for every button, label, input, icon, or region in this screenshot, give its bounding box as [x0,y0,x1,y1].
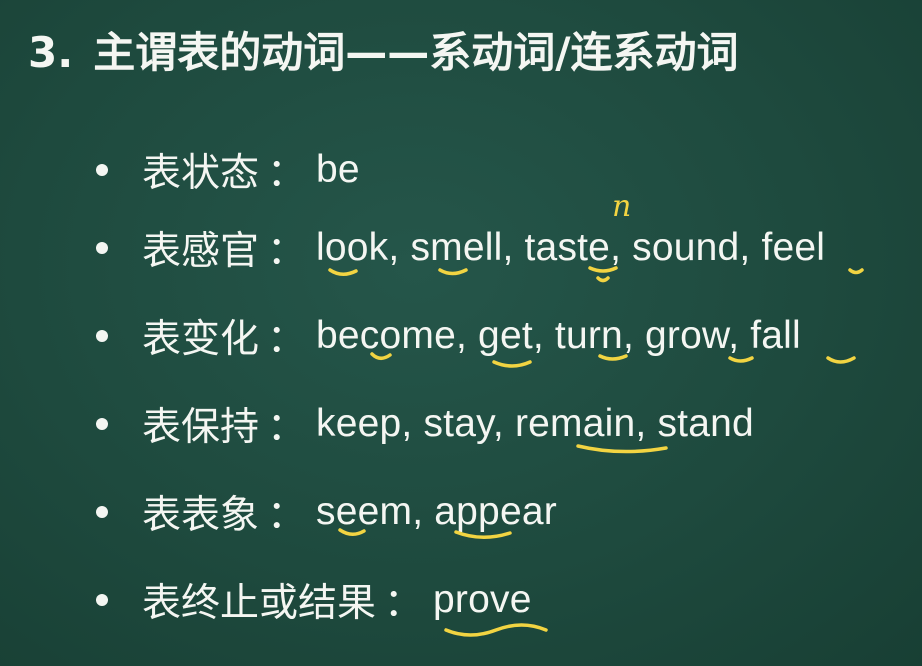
category-colon: ： [267,317,307,362]
bullet-dot [96,242,108,254]
bullet-dot [96,164,108,176]
category-colon: ： [267,151,307,196]
list-item-change: 表变化： become, get, turn, grow, fall [96,308,801,364]
list-item-result: 表终止或结果： prove [96,572,532,628]
verb-list: keep, stay, remain, stand [316,402,754,445]
verb-list: seem, appear [316,490,557,533]
list-item-appearance: 表表象： seem, appear [96,484,557,540]
category-label: 表保持 [142,405,260,450]
list-item-state: 表状态： be [96,142,360,198]
section-number: 3. [28,28,74,77]
list-item-senses: 表感官： look, smell, taste, sound, feel [96,220,825,276]
category-label: 表状态 [142,151,260,196]
bullet-dot [96,594,108,606]
category-label: 表感官 [142,229,260,274]
category-label: 表终止或结果 [142,581,377,626]
category-colon: ： [267,229,307,274]
category-colon: ： [267,405,307,450]
verb-list: look, smell, taste, sound, feel [316,226,826,269]
category-label: 表表象 [142,493,260,538]
list-item-keep: 表保持： keep, stay, remain, stand [96,396,754,452]
bullet-dot [96,330,108,342]
verb-list: become, get, turn, grow, fall [316,314,801,357]
category-colon: ： [267,493,307,538]
title-text: 主谓表的动词——系动词/连系动词 [93,28,739,77]
bullet-dot [96,506,108,518]
bullet-dot [96,418,108,430]
verb-list: be [316,148,360,191]
slide-title: 3. 主谓表的动词——系动词/连系动词 [28,28,739,78]
verb-list: prove [433,578,532,621]
category-label: 表变化 [142,317,260,362]
category-colon: ： [384,581,424,626]
